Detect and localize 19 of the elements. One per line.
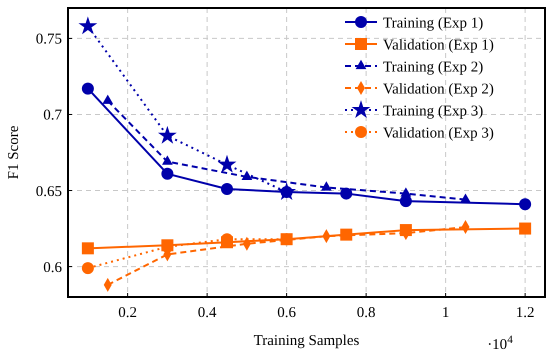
- y-axis-title: F1 Score: [6, 125, 22, 180]
- x-tick-label: 0.8: [356, 305, 376, 321]
- x-tick-label: 0.4: [198, 305, 217, 321]
- y-tick-label: 0.65: [36, 184, 62, 200]
- y-tick-label: 0.75: [36, 32, 62, 48]
- x-axis-title: Training Samples: [254, 333, 360, 349]
- legend-label: Training (Exp 3): [383, 103, 484, 120]
- legend-label: Validation (Exp 3): [383, 125, 494, 142]
- x-tick-label: 0.6: [277, 305, 296, 321]
- legend-label: Validation (Exp 1): [383, 37, 494, 54]
- legend-label: Training (Exp 1): [383, 15, 484, 32]
- x-tick-label: 1.2: [516, 305, 534, 321]
- y-tick-label: 0.7: [43, 108, 62, 124]
- legend-label: Validation (Exp 2): [383, 81, 494, 98]
- text: ·10$^{4}$: [487, 334, 514, 353]
- y-tick-label: 0.6: [43, 260, 62, 276]
- legend-label: Training (Exp 2): [383, 59, 484, 76]
- x-tick-label: 1: [442, 305, 450, 321]
- x-tick-label: 0.2: [118, 305, 137, 321]
